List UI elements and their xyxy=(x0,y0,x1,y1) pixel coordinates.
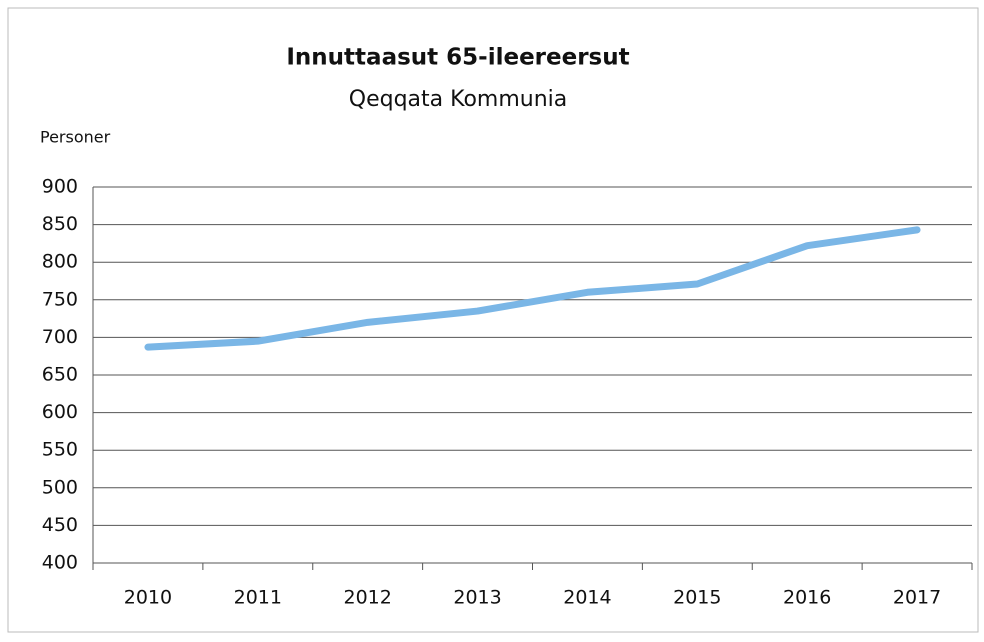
y-tick-label: 400 xyxy=(42,552,78,574)
x-tick-label: 2015 xyxy=(673,587,721,609)
y-tick-label: 750 xyxy=(42,288,78,310)
x-tick-label: 2013 xyxy=(453,587,501,609)
y-tick-label: 600 xyxy=(42,401,78,423)
x-tick-label: 2017 xyxy=(893,587,941,609)
x-tick-label: 2012 xyxy=(344,587,392,609)
y-tick-label: 550 xyxy=(42,439,78,461)
chart-subtitle: Qeqqata Kommunia xyxy=(349,87,568,112)
y-axis-label: Personer xyxy=(40,128,111,147)
chart-title: Innuttaasut 65-ileereersut xyxy=(286,45,629,71)
x-tick-label: 2016 xyxy=(783,587,831,609)
y-tick-label: 900 xyxy=(42,176,78,198)
y-tick-label: 700 xyxy=(42,326,78,348)
y-tick-label: 500 xyxy=(42,476,78,498)
y-tick-label: 850 xyxy=(42,213,78,235)
y-tick-label: 800 xyxy=(42,251,78,273)
x-tick-label: 2014 xyxy=(563,587,611,609)
chart-frame xyxy=(7,7,979,633)
data-line xyxy=(144,226,921,351)
y-tick-label: 450 xyxy=(42,514,78,536)
y-tick-label: 650 xyxy=(42,364,78,386)
x-tick-label: 2010 xyxy=(124,587,172,609)
x-tick-label: 2011 xyxy=(234,587,282,609)
